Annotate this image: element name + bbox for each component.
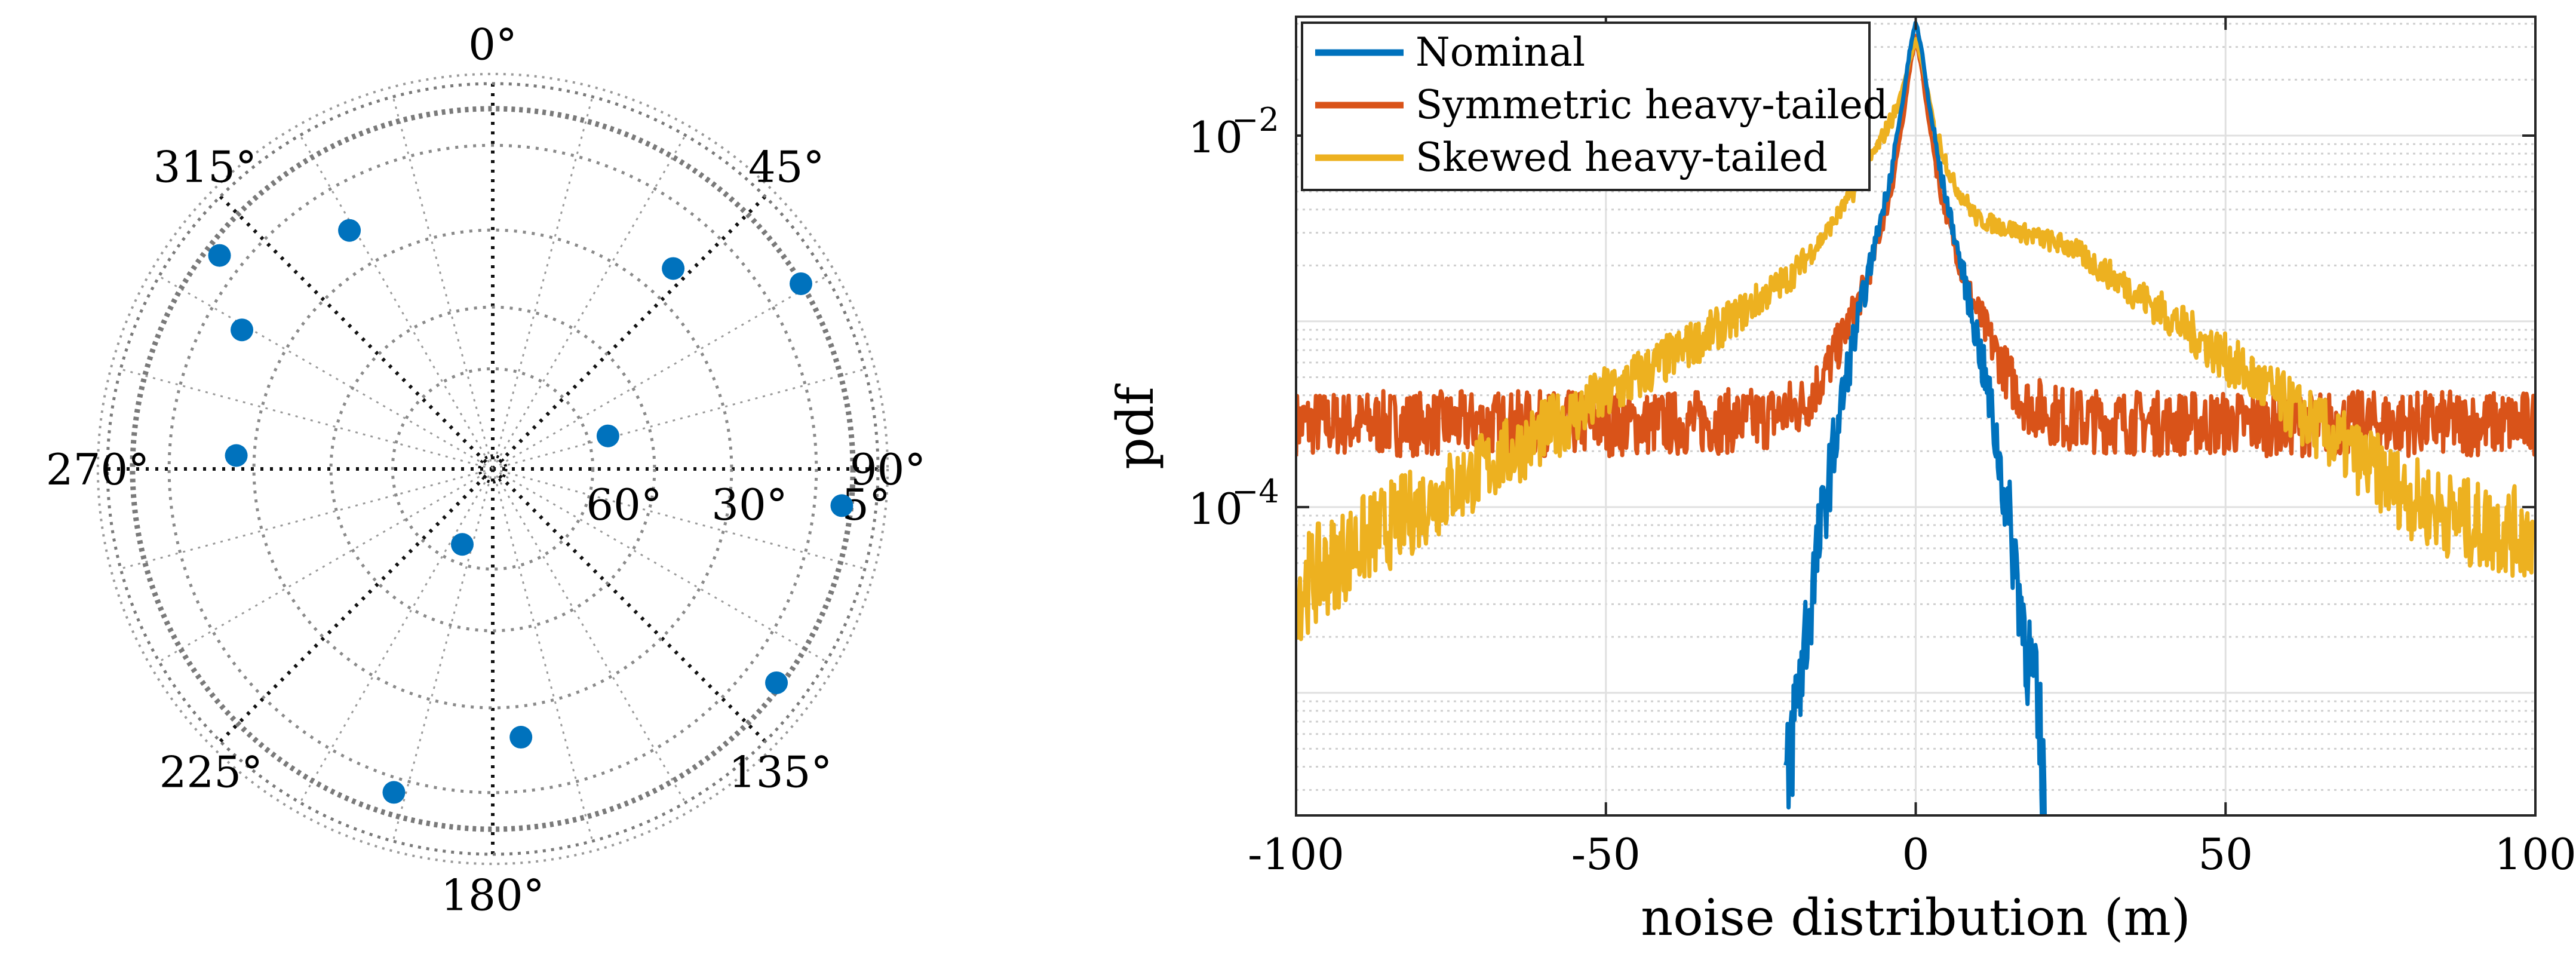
polar-ring — [167, 143, 818, 795]
polar-spoke-major — [219, 195, 495, 471]
satellite-point — [765, 671, 788, 694]
x-tick-label: -100 — [1248, 829, 1344, 879]
polar-sky-plot: 0°45°90°135°180°225°270°315°60° 30° 5° — [46, 20, 926, 921]
polar-azimuth-label: 0° — [468, 20, 517, 70]
polar-ring — [391, 367, 595, 571]
legend-entry: Symmetric heavy-tailed — [1416, 82, 1888, 128]
polar-spoke-minor — [392, 96, 494, 470]
polar-spoke-minor — [492, 134, 686, 470]
series-line — [1296, 36, 2535, 642]
satellite-point — [662, 257, 685, 280]
satellite-point — [509, 726, 533, 749]
polar-ring — [252, 228, 733, 710]
polar-spoke-minor — [392, 468, 494, 842]
polar-azimuth-label: 225° — [159, 747, 263, 798]
polar-spoke-minor — [299, 134, 494, 470]
polar-azimuth-label: 135° — [729, 747, 832, 798]
polar-azimuth-label: 90° — [850, 444, 926, 495]
polar-spoke-minor — [492, 468, 686, 803]
polar-spoke-major — [219, 467, 495, 743]
legend: Nominal Symmetric heavy-tailed Skewed heav… — [1301, 22, 1888, 191]
polar-azimuth-label: 315° — [153, 142, 257, 192]
y-tick-base: 10 — [1188, 484, 1243, 534]
polar-spoke-minor — [120, 468, 493, 570]
x-tick-label: 100 — [2494, 829, 2576, 879]
polar-ring — [329, 305, 656, 633]
satellite-point — [596, 424, 619, 447]
polar-azimuth-label: 270° — [46, 444, 149, 495]
series-line — [1296, 33, 2535, 459]
y-tick-base: 10 — [1188, 112, 1243, 162]
x-axis-label: noise distribution (m) — [1641, 888, 2191, 947]
legend-entry: Skewed heavy-tailed — [1416, 134, 1828, 180]
polar-spoke-minor — [492, 275, 827, 470]
polar-azimuth-label: 45° — [748, 142, 825, 192]
polar-ring-bold — [130, 106, 856, 832]
y-tick-exponent: −2 — [1232, 101, 1279, 139]
polar-spoke-minor — [492, 468, 827, 662]
polar-spoke-minor — [299, 468, 494, 803]
satellite-point — [450, 533, 474, 556]
satellite-point — [338, 219, 361, 242]
polar-spoke-minor — [158, 275, 493, 470]
polar-outer-ring — [106, 82, 880, 856]
satellite-point — [208, 244, 231, 267]
x-tick-label: 0 — [1902, 829, 1930, 879]
y-axis-label: pdf — [1106, 383, 1165, 470]
satellite-point — [231, 318, 254, 342]
satellite-point — [790, 272, 813, 295]
polar-spoke-minor — [492, 468, 594, 842]
satellite-point — [382, 781, 406, 804]
satellite-point — [225, 444, 248, 467]
polar-center — [478, 454, 508, 484]
polar-elevation-label: 30° — [711, 480, 788, 530]
polar-spoke-major — [491, 195, 767, 471]
x-tick-label: 50 — [2198, 829, 2253, 879]
polar-spoke-minor — [492, 96, 594, 470]
polar-spoke-minor — [158, 468, 493, 662]
y-tick-exponent: −4 — [1232, 473, 1279, 510]
polar-outer-ring — [96, 72, 889, 866]
polar-elevation-label: 60° — [586, 480, 662, 530]
polar-spoke-minor — [120, 368, 493, 470]
legend-entry: Nominal — [1416, 29, 1585, 75]
satellite-point — [830, 494, 853, 517]
polar-azimuth-label: 180° — [441, 870, 544, 921]
polar-spoke-minor — [492, 368, 865, 470]
polar-spoke-major — [491, 467, 767, 743]
polar-spoke-minor — [492, 468, 865, 570]
x-tick-label: -50 — [1571, 829, 1641, 879]
